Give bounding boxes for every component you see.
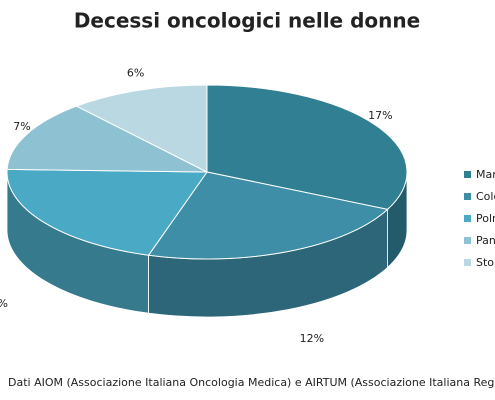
data-label-unit: % <box>134 67 144 80</box>
data-label: 7% <box>13 120 30 133</box>
chart-title: Decessi oncologici nelle donne <box>74 9 420 33</box>
data-label-unit: % <box>382 109 392 122</box>
pie-slice <box>6 105 208 173</box>
data-label-value: 7 <box>13 120 20 133</box>
legend-label: Stor <box>476 256 495 269</box>
data-label-unit: % <box>314 332 324 345</box>
pie-slice <box>206 84 408 210</box>
source-note: Dati AIOM (Associazione Italiana Oncolog… <box>8 376 495 389</box>
data-label: 17% <box>368 109 392 122</box>
pie-slice <box>147 171 389 260</box>
data-label: 11% <box>0 297 8 310</box>
legend-label: Mar <box>476 168 495 181</box>
data-label: 12% <box>300 332 324 345</box>
data-label-unit: % <box>20 120 30 133</box>
legend-label: Poln <box>476 212 495 225</box>
legend-swatch <box>464 259 471 266</box>
data-label-unit: % <box>0 297 8 310</box>
pie-slice <box>6 168 208 256</box>
data-label-value: 17 <box>368 109 382 122</box>
legend-swatch <box>464 215 471 222</box>
data-label: 6% <box>127 67 144 80</box>
legend-swatch <box>464 193 471 200</box>
legend-swatch <box>464 237 471 244</box>
legend-label: Colo <box>476 190 495 203</box>
data-label-value: 6 <box>127 67 134 80</box>
data-label-value: 12 <box>300 332 314 345</box>
legend-label: Pan <box>476 234 495 247</box>
pie-slice <box>75 84 208 173</box>
legend-swatch <box>464 171 471 178</box>
